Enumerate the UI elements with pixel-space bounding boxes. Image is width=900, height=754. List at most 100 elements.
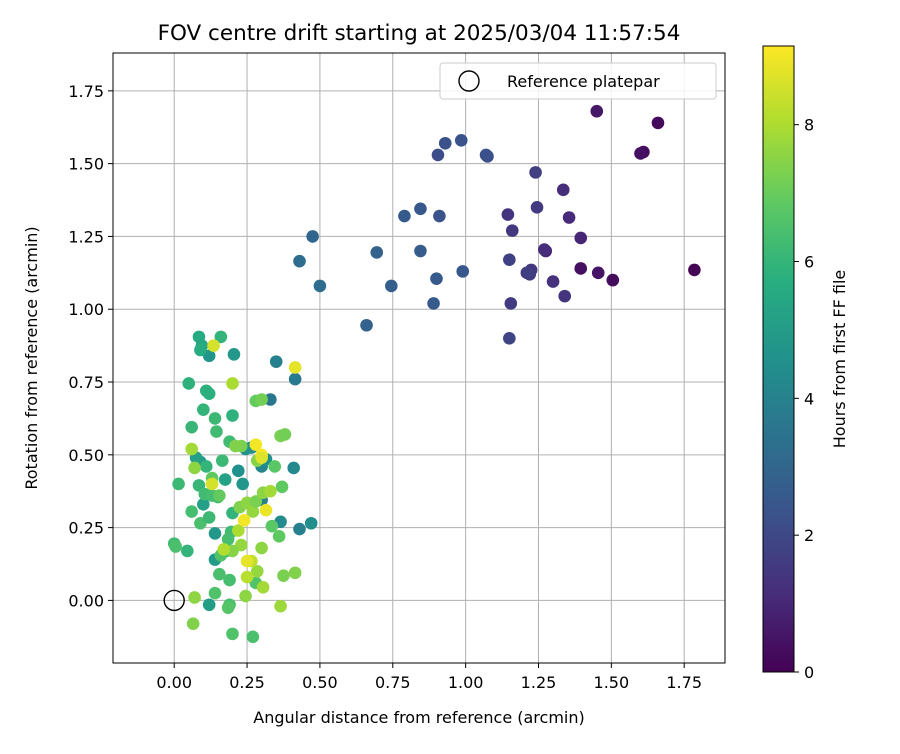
data-point (520, 266, 534, 280)
data-point (255, 451, 268, 465)
data-point (240, 554, 254, 568)
legend-entry-label: Reference platepar (507, 72, 660, 91)
data-point (385, 279, 398, 293)
data-point (229, 439, 242, 453)
data-point (503, 332, 516, 345)
data-point (197, 498, 210, 511)
data-point (188, 461, 201, 475)
data-point (259, 503, 273, 517)
data-point (634, 147, 647, 160)
y-tick-label: 1.75 (68, 82, 104, 101)
data-point (226, 377, 239, 390)
y-axis-ticks: 0.00 0.25 0.50 0.75 1.00 1.25 1.50 1.75 (68, 82, 113, 610)
data-point (590, 104, 604, 118)
x-axis-label: Angular distance from reference (arcmin) (253, 708, 584, 727)
data-point (240, 570, 254, 584)
data-point (255, 393, 268, 406)
plot-frame (112, 52, 726, 664)
data-point (185, 505, 198, 518)
data-point (185, 442, 198, 456)
data-point (287, 461, 300, 475)
data-point (227, 348, 241, 361)
data-point (182, 377, 196, 390)
data-point (188, 591, 201, 604)
data-point (574, 231, 588, 245)
data-point (529, 166, 542, 179)
data-point (288, 372, 302, 386)
data-point (313, 279, 327, 293)
grid-lines (113, 53, 725, 663)
x-axis-ticks: 0.00 0.25 0.50 0.75 1.00 1.25 1.50 1.75 (156, 663, 702, 692)
data-point (546, 275, 560, 288)
data-point (414, 202, 427, 216)
data-point (249, 495, 263, 508)
data-point (479, 148, 493, 162)
data-point (288, 361, 302, 374)
data-point (268, 460, 282, 473)
data-point (246, 505, 260, 518)
x-tick-label: 0.00 (156, 673, 192, 692)
colorbar-label: Hours from first FF file (830, 270, 849, 449)
data-point (288, 566, 302, 580)
y-tick-label: 1.25 (68, 227, 104, 246)
data-point (208, 527, 222, 540)
y-tick-label: 0.25 (68, 519, 104, 538)
data-point (293, 522, 306, 536)
data-point (169, 540, 182, 553)
data-point (217, 543, 231, 556)
x-tick-label: 1.00 (448, 673, 484, 692)
data-point (398, 209, 411, 223)
data-points (167, 104, 701, 644)
reference-marker (163, 589, 185, 612)
data-point (504, 297, 518, 310)
x-tick-label: 0.75 (375, 673, 411, 692)
data-point (226, 409, 239, 422)
data-point (218, 473, 232, 486)
data-point (202, 598, 216, 612)
data-point (275, 480, 289, 494)
data-point (185, 420, 198, 434)
data-point (272, 530, 286, 543)
legend-marker-icon (458, 70, 480, 92)
data-point (454, 134, 468, 147)
data-point (430, 272, 443, 285)
data-point (202, 387, 216, 400)
data-point (431, 148, 445, 162)
data-point (503, 253, 516, 267)
y-tick-label: 0.75 (68, 373, 104, 392)
data-point (438, 136, 452, 150)
colorbar-tick-label: 4 (804, 389, 814, 408)
data-point (232, 464, 245, 478)
data-point (264, 484, 277, 498)
data-point (213, 567, 226, 581)
data-point (194, 343, 207, 357)
data-point (433, 209, 446, 223)
colorbar-tick-label: 6 (804, 253, 814, 272)
chart-title: FOV centre drift starting at 2025/03/04 … (158, 21, 681, 46)
data-point (274, 599, 287, 613)
data-point (278, 428, 292, 441)
data-point (606, 273, 620, 287)
data-point (256, 580, 270, 594)
x-tick-label: 0.25 (229, 673, 265, 692)
legend-box (439, 62, 717, 100)
data-point (370, 246, 384, 259)
data-point (414, 244, 427, 258)
data-point (562, 211, 576, 224)
data-point (558, 289, 572, 303)
data-point (530, 201, 544, 214)
data-point (249, 438, 263, 451)
data-point (505, 224, 519, 237)
data-point (293, 254, 306, 268)
data-point (360, 318, 373, 332)
data-point (208, 412, 222, 425)
data-point (210, 425, 223, 438)
y-tick-label: 0.00 (68, 591, 104, 610)
data-point (214, 330, 228, 344)
x-tick-label: 1.50 (594, 673, 630, 692)
data-point (255, 541, 268, 555)
data-point (688, 263, 701, 277)
reference-platepar-marker (163, 589, 185, 612)
